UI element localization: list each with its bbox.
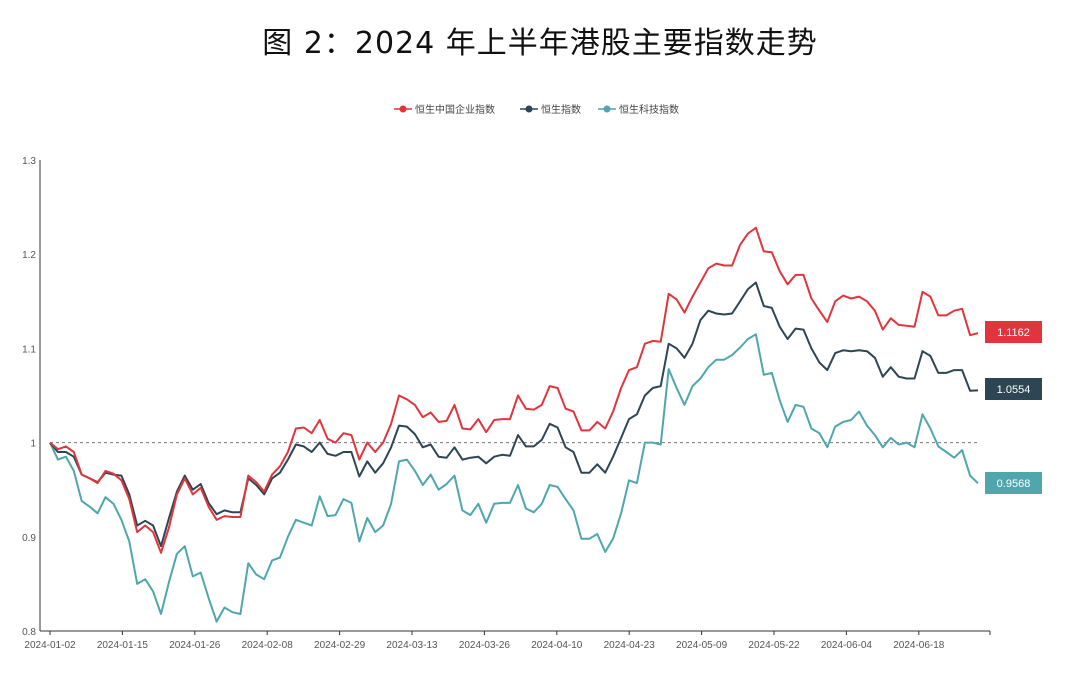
x-tick-label: 2024-06-04 bbox=[821, 640, 873, 651]
end-label-text: 0.9568 bbox=[997, 478, 1031, 490]
series-line bbox=[49, 226, 979, 554]
series-line bbox=[49, 333, 979, 623]
x-tick-label: 2024-04-10 bbox=[531, 640, 583, 651]
chart-title: 图 2：2024 年上半年港股主要指数走势 bbox=[262, 26, 818, 61]
legend-label: 恒生科技指数 bbox=[619, 103, 679, 116]
x-tick-label: 2024-01-02 bbox=[24, 640, 76, 651]
end-label-box bbox=[985, 378, 1042, 400]
x-tick-label: 2024-06-18 bbox=[893, 640, 945, 651]
x-axis: 2024-01-02 2024-01-15 2024-01-26 2024-02-08… bbox=[24, 630, 991, 651]
x-tick-label: 2024-03-26 bbox=[459, 640, 511, 651]
x-tick-label: 2024-05-09 bbox=[676, 640, 728, 651]
x-tick-label: 2024-01-15 bbox=[97, 640, 149, 651]
x-tick-label: 2024-02-08 bbox=[242, 640, 294, 651]
legend: 恒生中国企业指数 恒生指数 恒生科技指数 bbox=[394, 103, 679, 116]
legend-marker bbox=[399, 105, 407, 113]
legend-marker bbox=[525, 105, 533, 113]
end-label-box bbox=[985, 472, 1042, 494]
y-tick-label: 0.8 bbox=[22, 627, 36, 638]
x-tick-label: 2024-03-13 bbox=[386, 640, 438, 651]
x-tick-label: 2024-01-26 bbox=[169, 640, 221, 651]
x-tick-label: 2024-05-22 bbox=[748, 640, 800, 651]
end-label-text: 1.0554 bbox=[997, 384, 1031, 396]
y-tick-label: 1.2 bbox=[22, 250, 36, 261]
end-label-text: 1.1162 bbox=[997, 327, 1030, 339]
y-tick-label: 1 bbox=[30, 439, 36, 450]
end-label-box bbox=[985, 321, 1042, 343]
end-labels: 1.1162 1.0554 0.9568 bbox=[985, 321, 1042, 494]
legend-marker bbox=[603, 105, 611, 113]
series-lines bbox=[49, 226, 979, 623]
y-tick-label: 0.9 bbox=[22, 533, 36, 544]
x-tick-label: 2024-02-29 bbox=[314, 640, 366, 651]
series-line bbox=[49, 281, 979, 548]
legend-label: 恒生指数 bbox=[541, 103, 581, 116]
x-tick-label: 2024-04-23 bbox=[604, 640, 656, 651]
y-tick-label: 1.3 bbox=[22, 156, 36, 167]
legend-label: 恒生中国企业指数 bbox=[415, 103, 495, 116]
y-tick-label: 1.1 bbox=[22, 344, 36, 355]
y-axis: 0.8 0.9 1 1.1 1.2 1.3 bbox=[22, 156, 41, 638]
